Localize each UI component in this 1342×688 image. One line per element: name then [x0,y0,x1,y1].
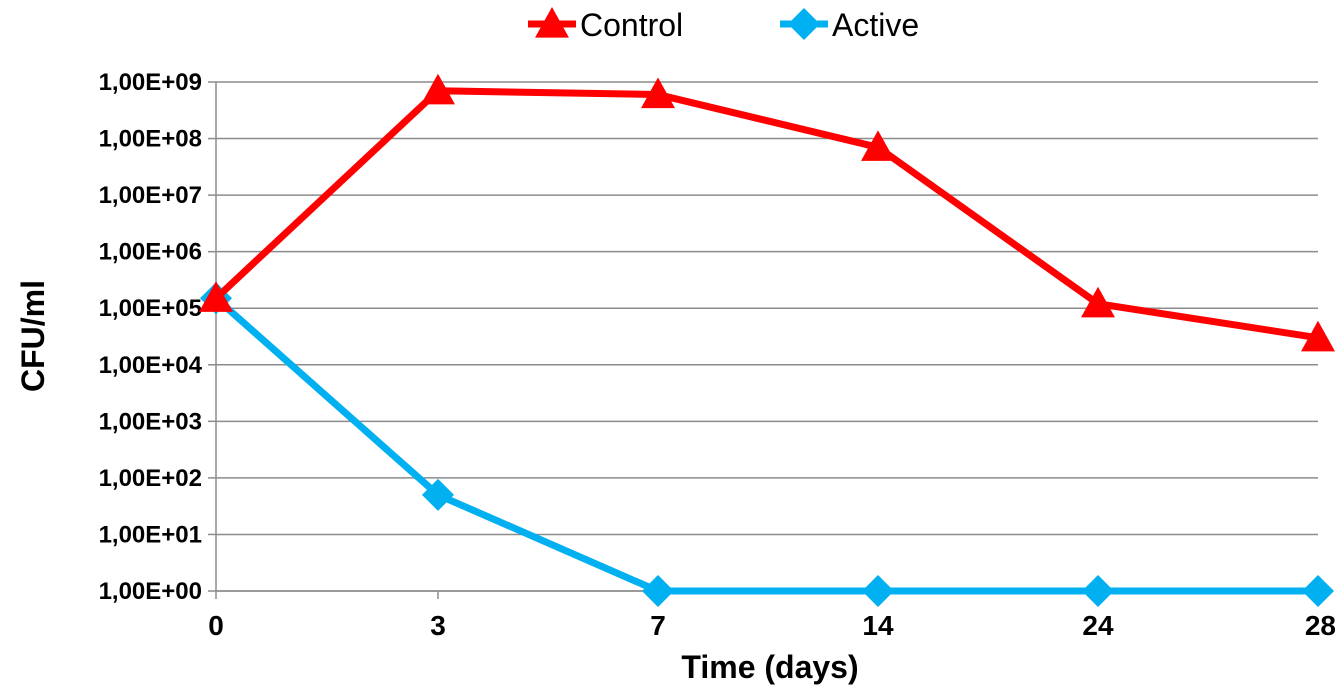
y-axis-ticks: 1,00E+00 1,00E+01 1,00E+02 1,00E+03 1,00E+04… [99,69,216,605]
x-axis-title: Time (days) [681,649,858,685]
x-tick-label: 24 [1082,610,1114,641]
y-tick-label: 1,00E+01 [99,521,202,548]
series-active [200,282,1334,607]
series-line-control [213,87,1319,342]
x-tick-label: 7 [650,610,666,641]
series-control [199,73,1335,352]
legend: Control Active [528,7,919,43]
x-tick-label: 0 [208,610,224,641]
data-point-active [422,478,454,511]
grid-lines [216,81,1318,592]
y-tick-label: 1,00E+00 [99,578,202,605]
x-tick-label: 14 [862,610,894,641]
series-line-active [213,295,1318,595]
y-tick-label: 1,00E+05 [99,295,202,322]
y-axis-title: CFU/ml [15,280,51,392]
y-tick-label: 1,00E+04 [99,352,203,379]
series-layer [199,73,1335,607]
data-point-control [641,77,675,109]
legend-item-active: Active [780,7,919,43]
legend-swatch-marker [788,8,820,40]
y-tick-label: 1,00E+07 [99,182,202,209]
y-tick-label: 1,00E+03 [99,408,202,435]
legend-label: Active [832,7,919,43]
data-point-active [1302,575,1334,607]
legend-swatch-marker [535,7,569,38]
x-axis-ticks: 0 3 7 14 24 28 [208,591,1336,641]
data-point-active [862,575,894,607]
data-point-control [1081,286,1115,318]
data-point-control [421,73,455,105]
x-tick-label: 28 [1305,610,1336,641]
x-tick-label: 3 [430,610,446,641]
y-tick-label: 1,00E+09 [99,69,202,96]
legend-label: Control [580,7,683,43]
data-point-control [1301,320,1335,352]
data-point-active [642,575,674,607]
y-tick-label: 1,00E+08 [99,126,202,153]
data-point-control [199,281,233,312]
y-tick-label: 1,00E+06 [99,239,202,266]
data-point-active [1082,575,1114,607]
data-point-control [861,130,895,161]
y-tick-label: 1,00E+02 [99,465,202,492]
legend-item-control: Control [528,7,683,43]
